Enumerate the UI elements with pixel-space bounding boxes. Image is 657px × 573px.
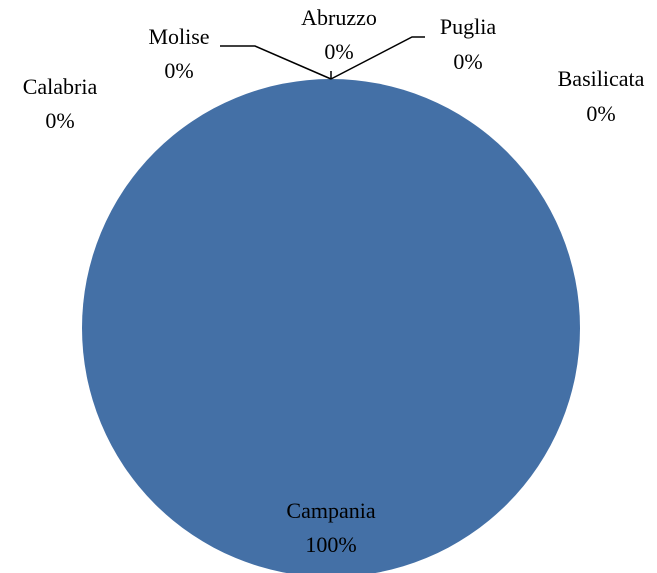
slice-value-campania: 100% [305, 532, 356, 557]
slice-label-abruzzo: Abruzzo [301, 5, 377, 30]
leader-lines [220, 36, 425, 80]
slice-label-molise: Molise [148, 24, 209, 49]
slice-label-calabria: Calabria [23, 74, 98, 99]
pie-slices [82, 79, 580, 573]
pie-data-labels: Calabria 0% Molise 0% Abruzzo 0% Puglia … [23, 5, 645, 557]
slice-label-puglia: Puglia [440, 14, 496, 39]
slice-label-campania: Campania [286, 498, 375, 523]
pie-slice-campania [82, 79, 580, 573]
leader-line-molise [220, 45, 332, 80]
slice-value-calabria: 0% [45, 108, 74, 133]
slice-value-molise: 0% [164, 58, 193, 83]
slice-label-basilicata: Basilicata [558, 66, 645, 91]
leader-line-puglia [330, 36, 425, 80]
slice-value-abruzzo: 0% [324, 39, 353, 64]
slice-value-puglia: 0% [453, 49, 482, 74]
slice-value-basilicata: 0% [586, 101, 615, 126]
